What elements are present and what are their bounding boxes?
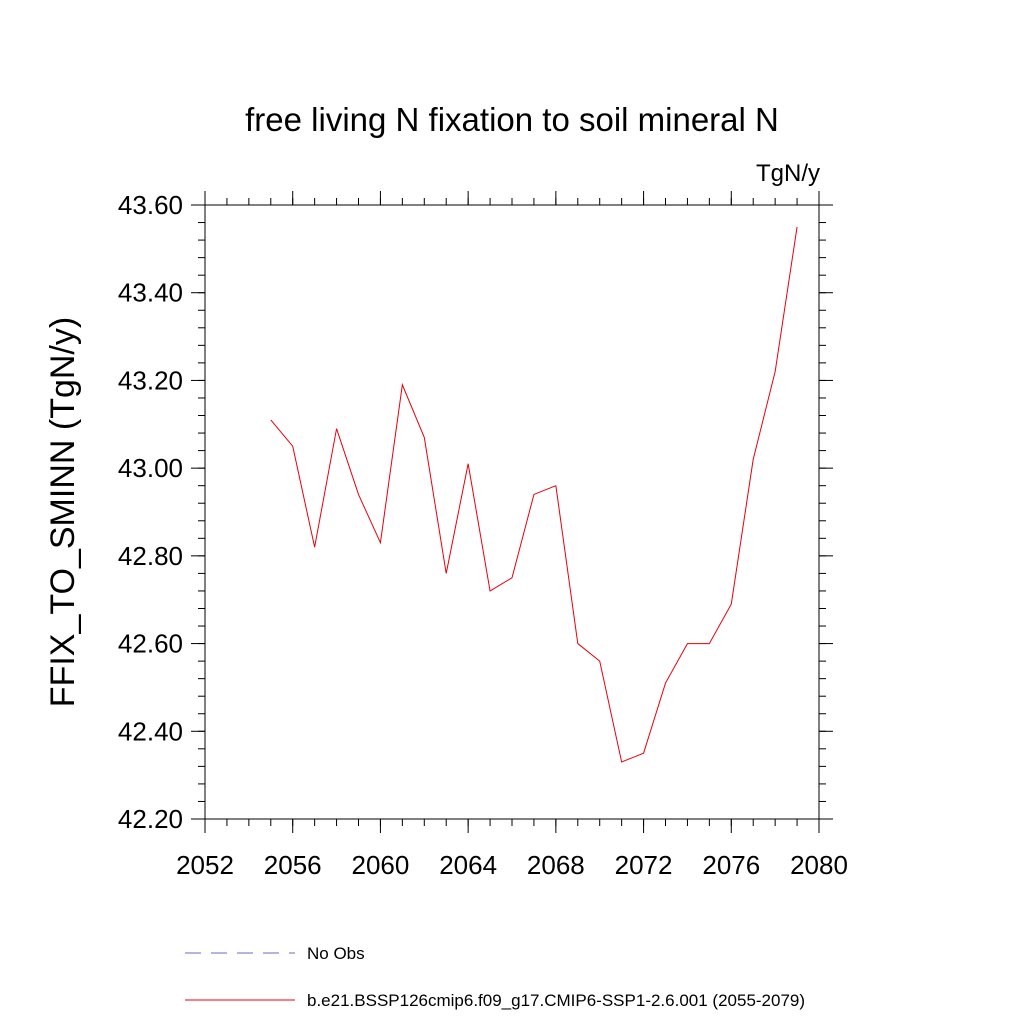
x-tick-label: 2080 <box>790 850 848 880</box>
y-tick-label: 42.40 <box>118 716 183 746</box>
legend-label-no-obs: No Obs <box>307 944 365 963</box>
x-tick-label: 2072 <box>615 850 673 880</box>
x-tick-label: 2076 <box>702 850 760 880</box>
legend-label-model: b.e21.BSSP126cmip6.f09_g17.CMIP6-SSP1-2.… <box>307 991 805 1010</box>
y-axis-label: FFIX_TO_SMINN (TgN/y) <box>44 317 82 707</box>
units-label: TgN/y <box>756 160 820 187</box>
legend: No Obs b.e21.BSSP126cmip6.f09_g17.CMIP6-… <box>185 944 805 1010</box>
chart-title: free living N fixation to soil mineral N <box>245 101 779 138</box>
y-tick-label: 43.20 <box>118 365 183 395</box>
y-tick-label: 43.40 <box>118 278 183 308</box>
x-tick-label: 2056 <box>264 850 322 880</box>
x-tick-label: 2052 <box>176 850 234 880</box>
series-lines <box>270 226 798 763</box>
y-tick-label: 42.60 <box>118 629 183 659</box>
y-tick-label: 42.80 <box>118 541 183 571</box>
y-tick-label: 42.20 <box>118 804 183 834</box>
series-line <box>270 226 798 763</box>
y-tick-labels: 42.20 42.40 42.60 42.80 43.00 43.20 43.40 43.60 <box>118 190 183 834</box>
x-tick-label: 2060 <box>352 850 410 880</box>
x-tick-label: 2068 <box>527 850 585 880</box>
x-tick-labels: 2052 2056 2060 2064 2068 2072 2076 2080 <box>176 850 848 880</box>
y-tick-label: 43.00 <box>118 453 183 483</box>
y-tick-label: 43.60 <box>118 190 183 220</box>
x-tick-label: 2064 <box>439 850 497 880</box>
axis-ticks <box>191 191 833 833</box>
plot-frame <box>204 204 820 820</box>
